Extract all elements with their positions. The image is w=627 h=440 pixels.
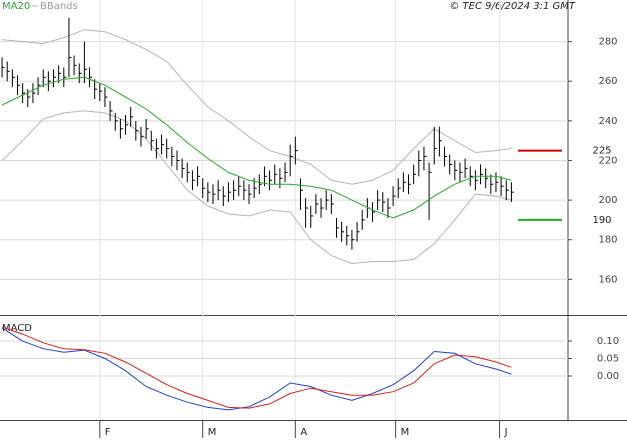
y-tick-label: 260 — [598, 76, 617, 87]
level-label: 225 — [592, 146, 611, 157]
x-tick-label: M — [401, 427, 410, 438]
x-tick-label: J — [504, 427, 508, 438]
y-tick-label: 0.05 — [597, 354, 619, 365]
bband-upper — [2, 29, 512, 185]
y-tick-label: 200 — [598, 195, 617, 206]
ma-line — [1, 76, 512, 219]
panel-title: MACD — [2, 323, 32, 334]
y-tick-label: 180 — [598, 235, 617, 246]
x-tick-label: M — [208, 427, 217, 438]
macd-line — [1, 326, 512, 409]
y-tick-label: 160 — [598, 274, 617, 285]
legend-entry: MA20 — [2, 1, 30, 12]
macd-line — [1, 327, 512, 411]
credit: © TEC 9/6/2024 3:1 GMT — [449, 1, 576, 12]
bband-lower — [1, 110, 512, 265]
y-tick-label: 240 — [598, 116, 617, 127]
y-tick-label: 220 — [598, 155, 617, 166]
y-tick-label: 0.00 — [597, 371, 619, 382]
legend-entry: BBands — [40, 1, 78, 12]
x-tick-label: A — [300, 427, 307, 438]
y-tick-label: 280 — [598, 37, 617, 48]
x-tick-label: F — [105, 427, 111, 438]
level-label: 190 — [592, 215, 611, 226]
y-tick-label: 0.10 — [597, 336, 619, 347]
